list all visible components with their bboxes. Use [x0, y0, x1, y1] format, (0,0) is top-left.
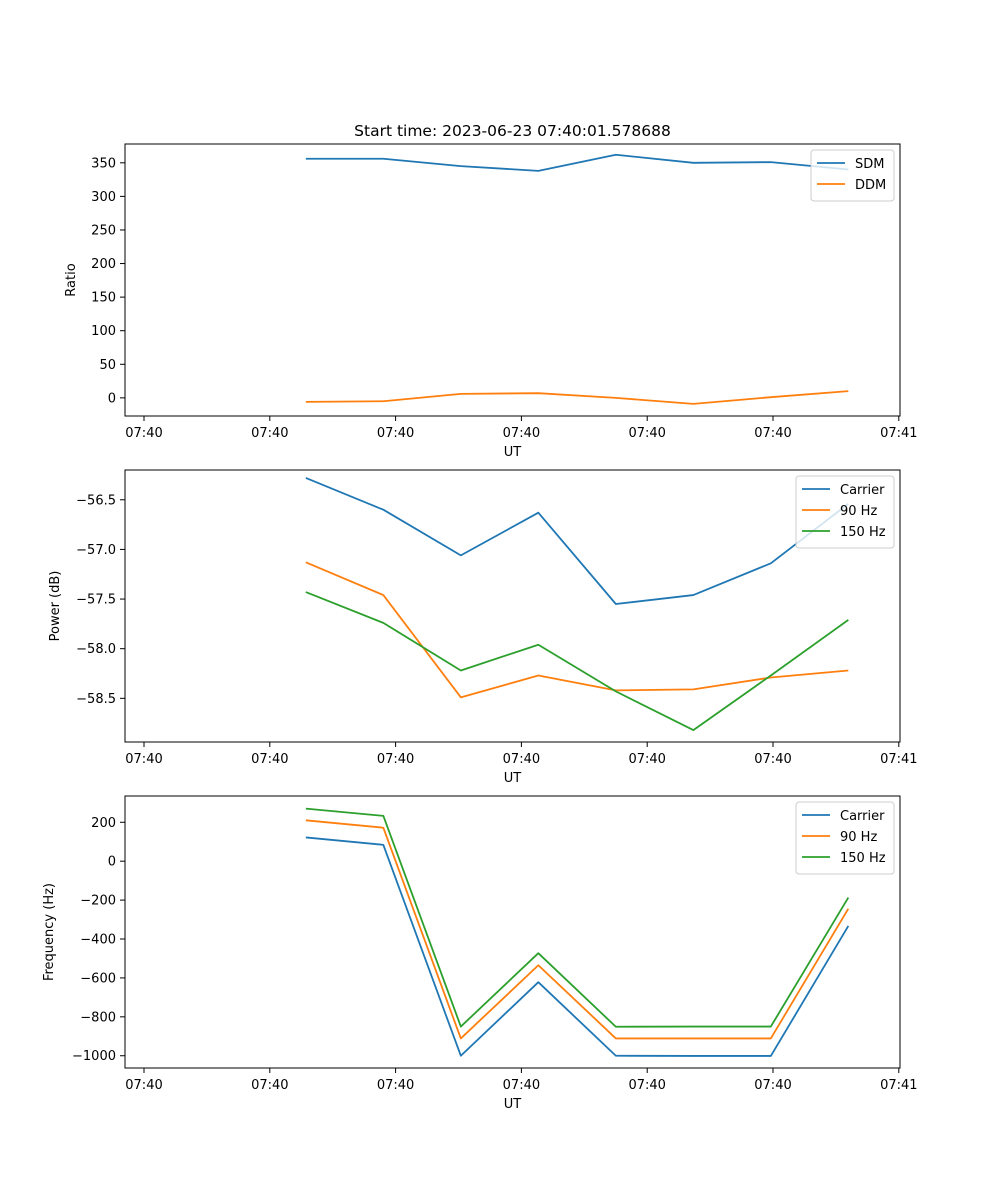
x-tick-label: 07:40: [125, 1078, 162, 1093]
axes-frame: [124, 469, 901, 743]
x-tick-label: 07:40: [125, 752, 162, 767]
axes-frame: [124, 795, 901, 1069]
y-tick-label: −56.5: [76, 493, 116, 508]
x-tick-label: 07:41: [880, 1078, 917, 1093]
series-line-150-hz: [305, 591, 849, 731]
y-tick-label: −1000: [72, 1049, 116, 1064]
legend: Carrier 90 Hz 150 Hz: [795, 475, 895, 549]
x-tick-label: 07:40: [377, 426, 414, 441]
subplot-1: Start time: 2023-06-23 07:40:01.578688 07…: [64, 122, 918, 460]
y-tick-label: −57.0: [76, 543, 116, 558]
y-tick-label: −58.0: [76, 642, 116, 657]
y-tick-label: −200: [80, 894, 116, 909]
x-axis-label: UT: [504, 771, 522, 786]
x-tick-label: 07:40: [628, 752, 665, 767]
x-tick-label: 07:40: [377, 752, 414, 767]
y-tick-label: 150: [91, 291, 116, 306]
series-line-90-hz: [305, 561, 849, 699]
y-tick-label: −58.5: [76, 692, 116, 707]
y-tick-label: −800: [80, 1010, 116, 1025]
legend-label: 150 Hz: [840, 525, 886, 540]
series-line-carrier: [305, 836, 850, 1057]
y-tick-label: 200: [91, 816, 116, 831]
y-tick-label: −57.5: [76, 593, 116, 608]
y-axis-label: Ratio: [64, 263, 79, 296]
legend-label: Carrier: [840, 483, 885, 498]
legend-label: Carrier: [840, 809, 885, 824]
series-line-carrier: [305, 477, 849, 605]
y-tick-label: 250: [91, 223, 116, 238]
legend: SDM DDM: [810, 149, 895, 202]
chart-title: Start time: 2023-06-23 07:40:01.578688: [354, 122, 671, 140]
y-tick-label: −400: [80, 933, 116, 948]
x-tick-label: 07:40: [503, 426, 540, 441]
x-tick-label: 07:40: [251, 1078, 288, 1093]
y-tick-label: 350: [91, 156, 116, 171]
y-tick-label: 50: [99, 358, 116, 373]
legend-label: 150 Hz: [840, 851, 886, 866]
legend-box: [795, 801, 895, 875]
subplot-3: 07:40 07:40 07:40 07:40 07:40 07:40 07:41 UT −10…: [42, 795, 918, 1112]
y-tick-label: 200: [91, 257, 116, 272]
subplot-2: 07:40 07:40 07:40 07:40 07:40 07:40 07:41 UT −58…: [48, 469, 918, 786]
x-tick-label: 07:40: [377, 1078, 414, 1093]
x-tick-label: 07:40: [503, 1078, 540, 1093]
axes-frame: [124, 143, 901, 417]
x-tick-label: 07:40: [251, 426, 288, 441]
y-axis-label: Frequency (Hz): [42, 883, 57, 981]
x-tick-label: 07:40: [754, 1078, 791, 1093]
x-tick-label: 07:41: [880, 426, 917, 441]
x-axis-label: UT: [504, 1097, 522, 1112]
y-axis-label: Power (dB): [48, 571, 63, 642]
x-tick-label: 07:40: [754, 752, 791, 767]
legend-label: SDM: [855, 157, 884, 172]
y-tick-label: 0: [108, 391, 116, 406]
legend-box: [795, 475, 895, 549]
series-line-ddm: [305, 390, 849, 405]
x-tick-label: 07:40: [628, 1078, 665, 1093]
y-tick-label: 100: [91, 324, 116, 339]
x-tick-label: 07:40: [628, 426, 665, 441]
y-tick-label: 300: [91, 190, 116, 205]
x-tick-label: 07:40: [503, 752, 540, 767]
x-tick-label: 07:40: [754, 426, 791, 441]
legend-label: 90 Hz: [840, 830, 877, 845]
series-line-sdm: [305, 153, 849, 172]
legend-label: DDM: [855, 178, 886, 193]
y-tick-label: −600: [80, 971, 116, 986]
y-tick-label: 0: [108, 855, 116, 870]
x-tick-label: 07:40: [251, 752, 288, 767]
legend: Carrier 90 Hz 150 Hz: [795, 801, 895, 875]
series-line-90-hz: [305, 819, 850, 1040]
x-axis-label: UT: [504, 445, 522, 460]
series-line-150-hz: [305, 807, 850, 1028]
legend-label: 90 Hz: [840, 504, 877, 519]
x-tick-label: 07:41: [880, 752, 917, 767]
x-tick-label: 07:40: [125, 426, 162, 441]
